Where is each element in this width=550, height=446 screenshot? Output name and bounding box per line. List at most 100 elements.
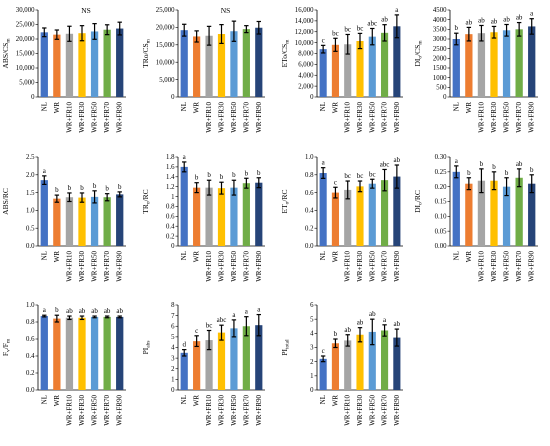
y-axis-label-part: TRo/CS bbox=[141, 43, 150, 68]
y-tick-label: 0.8 bbox=[26, 319, 35, 326]
y-axis-label-part: v bbox=[6, 349, 12, 352]
significance-letter: abc bbox=[367, 19, 377, 27]
significance-letter: b bbox=[55, 306, 59, 314]
significance-letter: b bbox=[245, 169, 249, 177]
y-tick-label: 0.6 bbox=[26, 336, 35, 343]
bar bbox=[477, 33, 486, 97]
y-tick-label: 0 bbox=[443, 94, 447, 101]
bar bbox=[217, 34, 226, 97]
x-tick-label: WR+FR10 bbox=[344, 251, 352, 282]
x-tick-label: WR+FR90 bbox=[116, 251, 124, 282]
bar bbox=[116, 316, 124, 390]
y-tick-label: 6,000 bbox=[298, 62, 314, 69]
y-tick-label: 0.0 bbox=[26, 387, 35, 394]
bar bbox=[319, 173, 327, 246]
y-tick-label: 0.8 bbox=[305, 172, 314, 179]
y-axis-label-part: ET bbox=[280, 204, 289, 214]
bar bbox=[90, 316, 99, 390]
y-tick-label: 3500 bbox=[433, 27, 447, 34]
significance-letter: b bbox=[257, 169, 261, 177]
y-tick-label: 3 bbox=[310, 345, 314, 352]
y-tick-label: 1500 bbox=[433, 65, 447, 72]
y-axis-label-part: TR bbox=[141, 204, 150, 214]
bar bbox=[393, 176, 401, 246]
significance-letter: a bbox=[395, 6, 399, 14]
x-tick-label: WR+FR30 bbox=[356, 102, 364, 133]
significance-letter: ab bbox=[79, 307, 86, 315]
x-tick-label: WR+FR70 bbox=[242, 395, 250, 426]
x-tick-label: WR+FR70 bbox=[103, 395, 111, 426]
y-axis-label: ABS/CSm bbox=[1, 38, 12, 69]
y-tick-label: 0.4 bbox=[26, 353, 35, 360]
y-axis-label: DIo/CSm bbox=[413, 40, 424, 67]
bar bbox=[193, 36, 201, 97]
significance-letter: ab bbox=[66, 307, 73, 315]
x-tick-label: WR bbox=[331, 395, 339, 407]
bar bbox=[452, 39, 460, 97]
bar bbox=[344, 189, 352, 246]
y-tick-label: 1 bbox=[171, 377, 174, 384]
x-tick-label: WR+FR50 bbox=[230, 251, 238, 282]
y-tick-label: 25,000 bbox=[156, 7, 175, 14]
bar bbox=[40, 32, 48, 97]
y-tick-label: 0 bbox=[171, 387, 175, 394]
y-tick-label: 10,000 bbox=[295, 40, 314, 47]
y-tick-label: 20,000 bbox=[16, 36, 35, 43]
x-tick-label: WR+FR10 bbox=[65, 251, 73, 282]
x-tick-label: WR bbox=[331, 251, 339, 263]
bar bbox=[465, 183, 473, 246]
bar bbox=[205, 340, 213, 390]
x-tick-label: WR+FR70 bbox=[242, 251, 250, 282]
y-tick-label: 0.0 bbox=[26, 243, 35, 250]
bar bbox=[242, 29, 250, 97]
y-tick-label: 0.00 bbox=[435, 243, 447, 250]
significance-letter: bc bbox=[344, 172, 351, 180]
bar bbox=[90, 196, 99, 246]
significance-letter: ab bbox=[344, 326, 351, 334]
significance-letter: ab bbox=[516, 14, 523, 22]
y-tick-label: 4,000 bbox=[298, 72, 314, 79]
significance-letter: ab bbox=[381, 16, 388, 24]
bar bbox=[65, 317, 74, 390]
y-tick-label: 0.6 bbox=[305, 190, 314, 197]
significance-annotation: NS bbox=[81, 6, 91, 15]
y-tick-label: 25,000 bbox=[16, 22, 35, 29]
significance-letter: b bbox=[220, 173, 224, 181]
y-tick-label: 0 bbox=[310, 387, 314, 394]
significance-letter: bc bbox=[344, 25, 351, 33]
bar bbox=[368, 183, 376, 246]
y-axis-label-part: m bbox=[6, 38, 12, 43]
y-tick-label: 14,000 bbox=[295, 18, 314, 25]
x-tick-label: WR bbox=[193, 395, 201, 407]
x-tick-label: WR bbox=[465, 102, 473, 114]
significance-letter: b bbox=[232, 171, 236, 179]
x-tick-label: WR+FR50 bbox=[368, 395, 376, 426]
x-tick-label: WR+FR30 bbox=[356, 395, 364, 426]
significance-letter: abc bbox=[380, 160, 390, 168]
x-tick-label: WR+FR50 bbox=[368, 251, 376, 282]
x-tick-label: WR+FR90 bbox=[255, 102, 263, 133]
significance-letter: a bbox=[530, 10, 534, 18]
bar bbox=[255, 27, 263, 97]
x-tick-label: WR+FR90 bbox=[255, 251, 263, 282]
significance-letter: bc bbox=[332, 29, 339, 37]
chart-panel: 0 500 1000 1500 2000 2500 3000 3500 4000 4500 DIo/… bbox=[413, 7, 538, 133]
y-axis-label-part: o bbox=[418, 202, 424, 205]
bar bbox=[344, 44, 352, 97]
significance-letter: b bbox=[467, 169, 471, 177]
significance-letter: b bbox=[105, 185, 109, 193]
bar bbox=[180, 30, 188, 98]
bar bbox=[242, 183, 250, 246]
y-tick-label: 1000 bbox=[433, 75, 447, 82]
chart-panel: 0.0 0.2 0.4 0.6 0.8 1.0 ETo/RC a NL c WR bc WR+FR10 b… bbox=[280, 154, 403, 282]
y-tick-label: 5 bbox=[171, 334, 175, 341]
bar bbox=[319, 49, 327, 97]
x-tick-label: WR+FR10 bbox=[205, 395, 213, 426]
y-tick-label: 0.8 bbox=[166, 204, 175, 211]
bar bbox=[368, 36, 376, 97]
x-tick-label: NL bbox=[40, 102, 48, 111]
bar bbox=[65, 33, 74, 97]
y-tick-label: 15,000 bbox=[16, 51, 35, 58]
y-tick-label: 8 bbox=[171, 302, 175, 309]
significance-letter: bc bbox=[357, 172, 364, 180]
